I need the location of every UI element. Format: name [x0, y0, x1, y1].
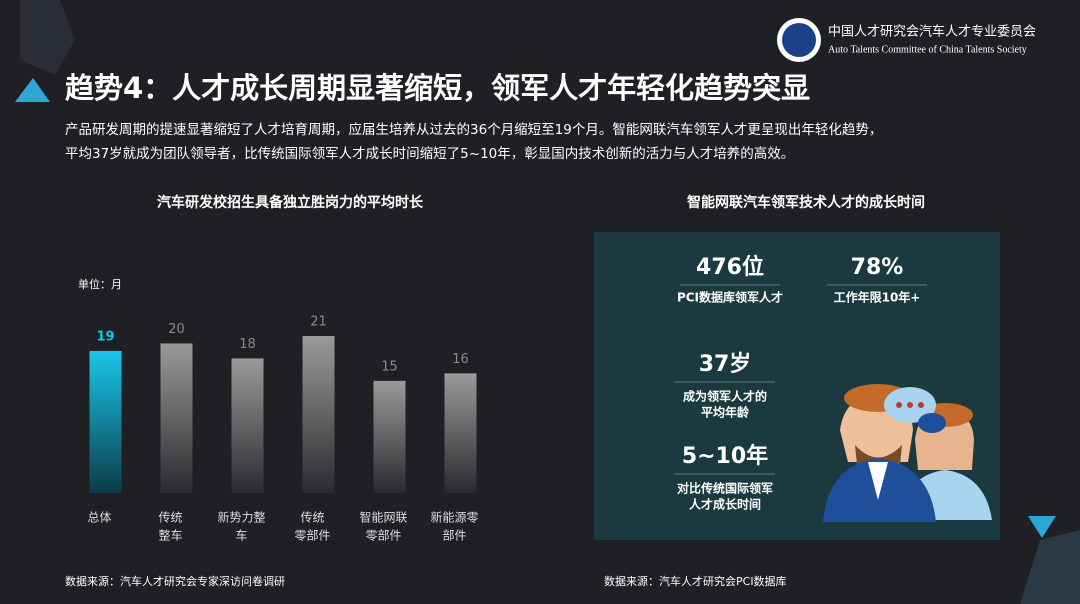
value-label: 18 — [239, 337, 256, 352]
bar — [444, 373, 477, 493]
x-tick-label: 新势力整 — [217, 510, 265, 525]
stat-value: 5~10年 — [682, 443, 768, 469]
stat-label: 工作年限10年+ — [834, 290, 921, 305]
bar — [302, 336, 335, 493]
stat-value: 37岁 — [699, 351, 752, 377]
stat-label: 成为领军人才的 — [683, 389, 767, 404]
stat-label: PCI数据库领军人才 — [677, 290, 783, 305]
bar — [231, 358, 264, 493]
x-tick-label: 零部件 — [365, 528, 401, 543]
value-label: 19 — [96, 329, 114, 344]
bar — [89, 350, 122, 493]
x-tick-label: 车 — [235, 528, 247, 543]
value-label: 21 — [310, 315, 327, 330]
decor-shape — [1020, 530, 1080, 604]
stat-label: 人才成长时间 — [689, 497, 761, 512]
org-name: 中国人才研究会汽车人才专业委员会 — [828, 24, 1036, 40]
illustration — [823, 384, 992, 522]
decor-triangle — [15, 78, 50, 102]
x-tick-label: 智能网联 — [359, 510, 407, 525]
subtitle-line: 产品研发周期的提速显著缩短了人才培育周期，应届生培养从过去的36个月缩短至19个… — [65, 121, 882, 138]
source: 数据来源：汽车人才研究会专家深访问卷调研 — [65, 574, 285, 588]
org-name-en: Auto Talents Committee of China Talents … — [828, 44, 1027, 55]
value-label: 20 — [168, 322, 185, 337]
x-tick-label: 总体 — [87, 511, 111, 525]
decor-triangle — [1028, 516, 1056, 538]
x-tick-label: 传统 — [300, 510, 324, 525]
logo-inner — [782, 23, 816, 57]
bar — [160, 343, 193, 493]
x-tick-label: 新能源零 — [430, 510, 478, 525]
unit-label: 单位：月 — [78, 277, 122, 291]
chart-title: 汽车研发校招生具备独立胜岗力的平均时长 — [157, 194, 424, 211]
decor-shape — [20, 0, 75, 75]
x-tick-label: 传统 — [158, 510, 182, 525]
stat-value: 476位 — [696, 254, 764, 280]
slide-title: 趋势4：人才成长周期显著缩短，领军人才年轻化趋势突显 — [65, 71, 810, 105]
bar — [373, 380, 406, 493]
source: 数据来源：汽车人才研究会PCI数据库 — [604, 574, 787, 588]
x-tick-label: 零部件 — [294, 528, 330, 543]
x-tick-label: 整车 — [158, 528, 182, 543]
subtitle-line: 平均37岁就成为团队领导者，比传统国际领军人才成长时间缩短了5~10年，彰显国内… — [65, 145, 794, 162]
stat-label: 平均年龄 — [701, 405, 750, 420]
panel-title: 智能网联汽车领军技术人才的成长时间 — [686, 194, 925, 211]
x-tick-label: 部件 — [442, 528, 466, 543]
stat-value: 78% — [851, 255, 904, 280]
stat-label: 对比传统国际领军 — [677, 481, 773, 496]
value-label: 16 — [452, 352, 469, 367]
value-label: 15 — [381, 359, 398, 374]
